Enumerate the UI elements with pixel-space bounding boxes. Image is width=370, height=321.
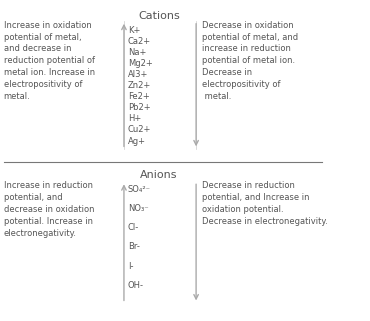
Text: Cations: Cations	[138, 11, 180, 21]
Text: Ag+: Ag+	[128, 136, 146, 145]
Text: I-: I-	[128, 262, 133, 271]
Text: Cl-: Cl-	[128, 223, 139, 232]
Text: NO₃⁻: NO₃⁻	[128, 204, 148, 213]
Text: K+: K+	[128, 26, 140, 35]
Text: Increase in oxidation
potential of metal,
and decrease in
reduction potential of: Increase in oxidation potential of metal…	[4, 21, 95, 101]
Text: Pb2+: Pb2+	[128, 103, 150, 112]
Text: Anions: Anions	[140, 170, 178, 180]
Text: SO₄²⁻: SO₄²⁻	[128, 185, 151, 194]
Text: Na+: Na+	[128, 48, 146, 57]
Text: Decrease in oxidation
potential of metal, and
increase in reduction
potential of: Decrease in oxidation potential of metal…	[202, 21, 298, 101]
Text: Mg2+: Mg2+	[128, 59, 152, 68]
Text: Br-: Br-	[128, 242, 139, 251]
Text: Al3+: Al3+	[128, 70, 148, 79]
Text: Cu2+: Cu2+	[128, 126, 151, 134]
Text: H+: H+	[128, 114, 141, 123]
Text: OH-: OH-	[128, 281, 144, 290]
Text: Zn2+: Zn2+	[128, 81, 151, 90]
Text: Increase in reduction
potential, and
decrease in oxidation
potential. Increase i: Increase in reduction potential, and dec…	[4, 181, 94, 238]
Text: Ca2+: Ca2+	[128, 37, 151, 46]
Text: Fe2+: Fe2+	[128, 92, 149, 101]
Text: Decrease in reduction
potential, and Increase in
oxidation potential.
Decrease i: Decrease in reduction potential, and Inc…	[202, 181, 327, 226]
